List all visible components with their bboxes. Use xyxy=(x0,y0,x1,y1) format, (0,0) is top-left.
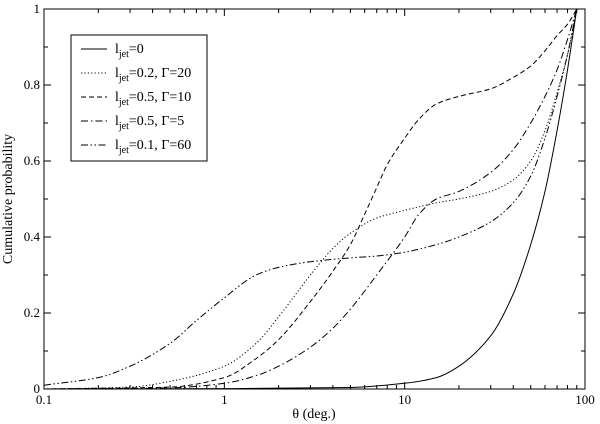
legend-label-rest: =0 xyxy=(129,42,144,57)
x-axis-title: θ (deg.) xyxy=(292,407,336,422)
legend-label-rest: =0.5, Γ=5 xyxy=(129,114,184,129)
legend-label-4: ljet=0.5, Γ=5 xyxy=(115,114,184,132)
legend-label-main: l xyxy=(115,114,119,129)
series-line-2 xyxy=(43,8,578,390)
legend-label-5: ljet=0.1, Γ=60 xyxy=(115,138,191,156)
y-tick-label: 0.6 xyxy=(24,153,41,168)
x-tick-label: 0.1 xyxy=(36,392,52,407)
legend-box xyxy=(70,34,208,162)
y-tick-label: 0.8 xyxy=(24,77,40,92)
legend-label-2: ljet=0.2, Γ=20 xyxy=(115,66,191,84)
x-tick-label: 1 xyxy=(221,392,228,407)
legend-label-subscript: jet xyxy=(118,121,129,132)
legend-label-main: l xyxy=(115,42,119,57)
legend-label-main: l xyxy=(115,66,119,81)
y-tick-label: 0 xyxy=(34,381,41,396)
legend-label-subscript: jet xyxy=(118,145,129,156)
y-axis-title: Cumulative probability xyxy=(1,134,16,264)
y-tick-label: 1 xyxy=(34,1,41,16)
series-line-1 xyxy=(43,8,578,390)
legend-label-subscript: jet xyxy=(118,49,129,60)
legend-label-main: l xyxy=(115,90,119,105)
legend-label-3: ljet=0.5, Γ=10 xyxy=(115,90,191,108)
y-tick-label: 0.4 xyxy=(24,229,41,244)
x-tick-label: 10 xyxy=(398,392,411,407)
series-line-3 xyxy=(43,8,578,390)
legend-label-rest: =0.1, Γ=60 xyxy=(129,138,191,153)
x-tick-label: 100 xyxy=(575,392,595,407)
legend-label-rest: =0.2, Γ=20 xyxy=(129,66,191,81)
y-tick-label: 0.2 xyxy=(24,305,40,320)
legend-label-1: ljet=0 xyxy=(115,42,144,60)
series-layer xyxy=(43,8,578,390)
series-line-5 xyxy=(43,8,578,386)
series-line-4 xyxy=(43,8,578,390)
legend-label-rest: =0.5, Γ=10 xyxy=(129,90,191,105)
legend-label-main: l xyxy=(115,138,119,153)
legend-label-subscript: jet xyxy=(118,97,129,108)
legend-label-subscript: jet xyxy=(118,73,129,84)
